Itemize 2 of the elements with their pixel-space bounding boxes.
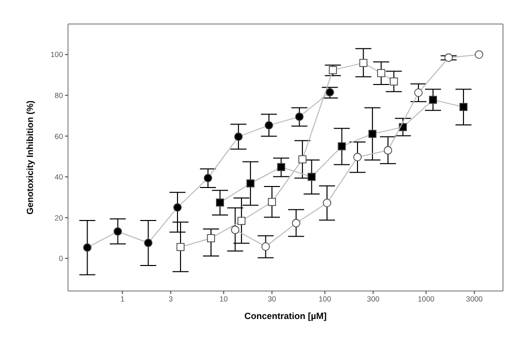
y-axis-title: Genotoxicity Inhibition (%): [25, 100, 36, 214]
x-axis-title: Concentration [µM]: [244, 311, 327, 321]
